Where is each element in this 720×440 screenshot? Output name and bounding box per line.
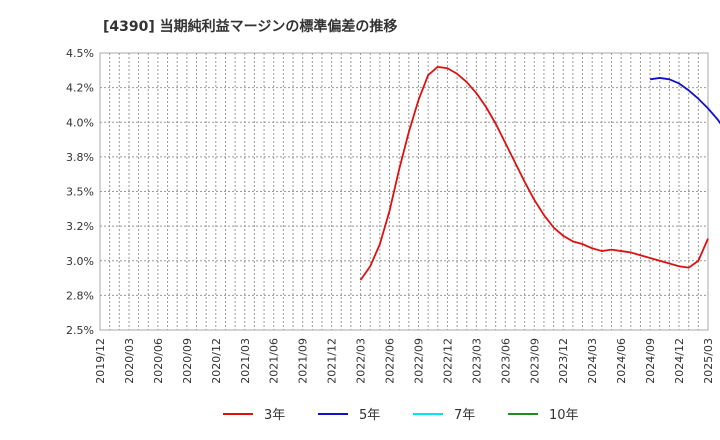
chart-title: [4390] 当期純利益マージンの標準偏差の推移 [103, 18, 397, 35]
series-line-5年 [649, 77, 720, 125]
x-tick-label: 2022/09 [412, 338, 425, 384]
legend-label: 3年 [264, 408, 285, 423]
x-tick-label: 2022/03 [355, 338, 368, 384]
x-tick-label: 2020/03 [123, 338, 136, 384]
x-tick-label: 2023/06 [499, 338, 512, 384]
y-tick-label: 2.5% [66, 324, 94, 337]
x-tick-label: 2024/06 [615, 338, 628, 384]
y-tick-label: 3.2% [66, 220, 94, 233]
legend: 3年 5年 7年 10年 [223, 408, 579, 423]
x-tick-label: 2021/03 [239, 338, 252, 384]
x-tick-label: 2021/09 [297, 338, 310, 384]
x-tick-label: 2020/09 [181, 338, 194, 384]
legend-label: 5年 [359, 408, 380, 423]
legend-label: 10年 [549, 408, 579, 423]
x-tick-label: 2021/06 [268, 338, 281, 384]
x-tick-label: 2024/03 [586, 338, 599, 384]
x-tick-label: 2024/09 [644, 338, 657, 384]
y-tick-label: 2.8% [66, 289, 94, 302]
y-tick-label: 3.8% [66, 151, 94, 164]
series-lines [359, 65, 720, 281]
x-tick-label: 2019/12 [94, 338, 107, 384]
y-tick-label: 4.0% [66, 116, 94, 129]
legend-label: 7年 [454, 408, 475, 423]
x-tick-label: 2023/03 [470, 338, 483, 384]
y-tick-label: 4.5% [66, 47, 94, 60]
x-tick-label: 2025/03 [702, 338, 715, 384]
y-axis: 2.5% 2.8% 3.0% 3.2% 3.5% 3.8% 4.0% 4.2% 4.5% [66, 47, 94, 337]
y-tick-label: 4.2% [66, 82, 94, 95]
x-tick-label: 2024/12 [673, 338, 686, 384]
x-tick-label: 2021/12 [326, 338, 339, 384]
x-tick-label: 2022/06 [384, 338, 397, 384]
x-tick-label: 2022/12 [441, 338, 454, 384]
y-tick-label: 3.5% [66, 186, 94, 199]
y-tick-label: 3.0% [66, 255, 94, 268]
x-tick-label: 2023/09 [528, 338, 541, 384]
x-axis: 2019/12 2020/03 2020/06 2020/09 2020/12 2021/… [94, 338, 715, 384]
x-tick-label: 2023/12 [557, 338, 570, 384]
x-tick-label: 2020/06 [152, 338, 165, 384]
grid [100, 53, 708, 330]
x-tick-label: 2020/12 [210, 338, 223, 384]
